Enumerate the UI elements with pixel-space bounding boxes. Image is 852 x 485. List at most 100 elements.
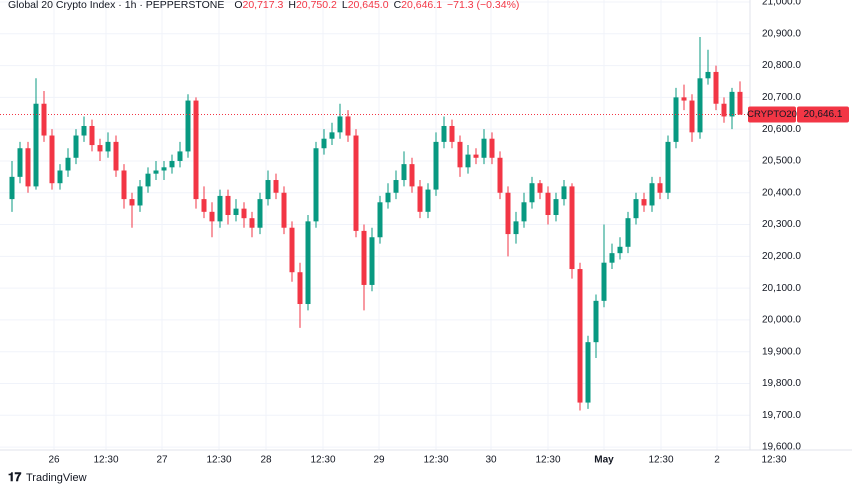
candle-body	[121, 170, 127, 200]
candle-body	[201, 199, 207, 212]
candle-body	[497, 157, 503, 193]
symbol-tag: CRYPTO20	[747, 109, 797, 120]
candle-body	[585, 342, 591, 403]
candle-body	[265, 180, 271, 200]
candle-body	[665, 141, 671, 193]
candle-body	[561, 186, 567, 200]
candle-body	[473, 154, 479, 158]
symbol-tag-bg	[748, 106, 796, 123]
candle-body	[489, 138, 495, 158]
x-tick-label: 30	[485, 455, 497, 466]
candle-body	[545, 192, 551, 216]
last-price-tag: 20,646.1	[804, 109, 843, 120]
candle-body	[577, 269, 583, 403]
candle-body	[433, 141, 439, 190]
candle-body	[177, 151, 183, 161]
x-tick-label: 12:30	[206, 455, 231, 466]
y-tick-label: 19,800.0	[762, 378, 801, 389]
candle-body	[401, 164, 407, 181]
candle-body	[705, 71, 711, 79]
candle-body	[321, 138, 327, 149]
candle-body	[505, 192, 511, 235]
candle-body	[713, 71, 719, 104]
ohlc-key: O	[234, 0, 242, 11]
y-tick-label: 20,700.0	[762, 92, 801, 103]
brand-name: TradingView	[26, 472, 87, 484]
candle-body	[377, 202, 383, 238]
candle-body	[721, 103, 727, 117]
candle-body	[697, 78, 703, 133]
ohlc-value: 20,645.0	[348, 0, 389, 11]
candle-body	[169, 160, 175, 168]
candle-body	[225, 195, 231, 216]
candle-body	[249, 218, 255, 228]
candle-body	[233, 208, 239, 216]
candle-body	[353, 135, 359, 231]
ohlc-key: L	[342, 0, 348, 11]
candle-body	[297, 272, 303, 305]
candle-body	[305, 221, 311, 305]
y-tick-label: 21,000.0	[762, 0, 801, 8]
chart-header: Global 20 Crypto Index · 1h · PEPPERSTON…	[8, 0, 519, 11]
y-tick-label: 20,400.0	[762, 187, 801, 198]
ohlc-key: C	[394, 0, 402, 11]
x-tick-label: 12:30	[648, 455, 673, 466]
candle-body	[617, 246, 623, 254]
candle-body	[481, 138, 487, 158]
candle-body	[729, 91, 735, 117]
candle-body	[345, 116, 351, 136]
candle-body	[361, 230, 367, 285]
ohlc-value: 20,646.1	[401, 0, 442, 11]
candle-body	[89, 125, 95, 146]
candle-body	[601, 262, 607, 301]
x-tick-label: 29	[373, 455, 385, 466]
x-tick-label: 2	[714, 455, 720, 466]
y-tick-label: 20,300.0	[762, 219, 801, 230]
candle-body	[657, 183, 663, 193]
candle-body	[209, 211, 215, 222]
candle-body	[257, 199, 263, 228]
candle-body	[9, 176, 15, 200]
candle-body	[417, 186, 423, 212]
candle-body	[609, 253, 615, 263]
candle-body	[409, 164, 415, 187]
candle-body	[457, 141, 463, 168]
candle-body	[137, 186, 143, 206]
candle-body	[513, 221, 519, 235]
candle-body	[161, 167, 167, 171]
candle-body	[641, 199, 647, 206]
candle-body	[217, 195, 223, 222]
candle-body	[593, 300, 599, 343]
candle-body	[625, 218, 631, 247]
x-tick-label: 12:30	[93, 455, 118, 466]
last-price-tag-bg	[797, 106, 849, 123]
x-tick-label: 12:30	[761, 455, 786, 466]
candle-body	[329, 132, 335, 139]
candle-body	[289, 227, 295, 273]
candle-body	[153, 170, 159, 174]
candle-body	[465, 154, 471, 168]
candle-body	[81, 125, 87, 136]
candle-body	[129, 199, 135, 206]
candle-body	[193, 100, 199, 200]
candle-body	[649, 183, 655, 206]
candle-body	[313, 148, 319, 222]
ohlc-value: 20,750.2	[296, 0, 337, 11]
candle-body	[737, 91, 743, 115]
x-tick-label: May	[594, 455, 614, 466]
y-tick-label: 20,200.0	[762, 251, 801, 262]
candle-body	[49, 135, 55, 184]
candle-body	[681, 97, 687, 101]
candle-body	[689, 100, 695, 133]
candle-body	[281, 192, 287, 228]
x-tick-label: 27	[156, 455, 168, 466]
candle-body	[73, 135, 79, 158]
ohlc-key: H	[288, 0, 296, 11]
candle-body	[385, 192, 391, 203]
y-tick-label: 20,100.0	[762, 283, 801, 294]
brand-logo: 𝟏𝟕 TradingView	[8, 470, 87, 484]
y-tick-label: 20,900.0	[762, 28, 801, 39]
candle-body	[337, 116, 343, 133]
ohlc-value: 20,717.3	[243, 0, 284, 11]
candle-body	[553, 199, 559, 216]
